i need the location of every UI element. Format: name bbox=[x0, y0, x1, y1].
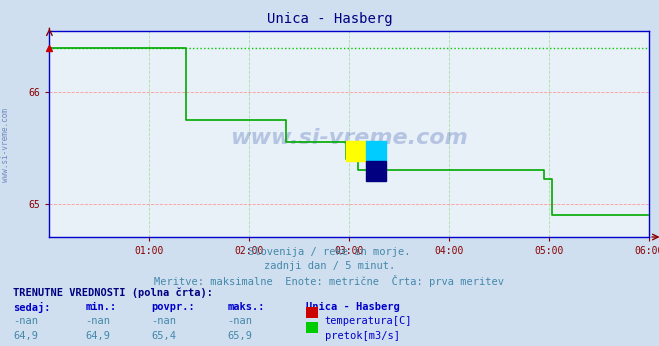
Bar bbox=[366, 141, 386, 161]
Text: pretok[m3/s]: pretok[m3/s] bbox=[325, 331, 400, 342]
Text: sedaj:: sedaj: bbox=[13, 302, 51, 313]
Text: Meritve: maksimalne  Enote: metrične  Črta: prva meritev: Meritve: maksimalne Enote: metrične Črta… bbox=[154, 275, 505, 287]
Text: Unica - Hasberg: Unica - Hasberg bbox=[267, 12, 392, 26]
Bar bbox=[366, 161, 386, 181]
Text: -nan: -nan bbox=[227, 316, 252, 326]
Text: Unica - Hasberg: Unica - Hasberg bbox=[306, 302, 400, 312]
Text: www.si-vreme.com: www.si-vreme.com bbox=[231, 128, 468, 148]
Text: temperatura[C]: temperatura[C] bbox=[325, 316, 413, 326]
Text: 65,9: 65,9 bbox=[227, 331, 252, 342]
Text: zadnji dan / 5 minut.: zadnji dan / 5 minut. bbox=[264, 261, 395, 271]
Text: maks.:: maks.: bbox=[227, 302, 265, 312]
Text: 64,9: 64,9 bbox=[13, 331, 38, 342]
Text: 64,9: 64,9 bbox=[86, 331, 111, 342]
Text: -nan: -nan bbox=[13, 316, 38, 326]
Text: TRENUTNE VREDNOSTI (polna črta):: TRENUTNE VREDNOSTI (polna črta): bbox=[13, 288, 213, 298]
Text: -nan: -nan bbox=[152, 316, 177, 326]
Text: min.:: min.: bbox=[86, 302, 117, 312]
Text: 65,4: 65,4 bbox=[152, 331, 177, 342]
Text: -nan: -nan bbox=[86, 316, 111, 326]
Text: Slovenija / reke in morje.: Slovenija / reke in morje. bbox=[248, 247, 411, 257]
Bar bbox=[346, 141, 366, 161]
Text: www.si-vreme.com: www.si-vreme.com bbox=[1, 108, 10, 182]
Text: povpr.:: povpr.: bbox=[152, 302, 195, 312]
